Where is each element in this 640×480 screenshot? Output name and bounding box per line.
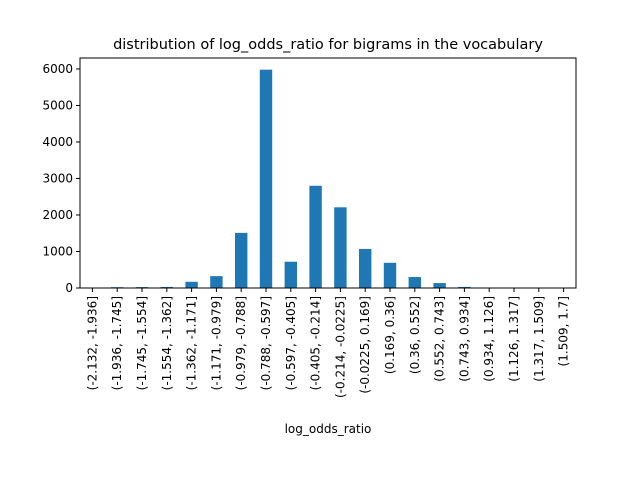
x-tick-label-11: (-0.0225, 0.169] [358, 296, 372, 394]
y-tick-label-0: 0 [65, 281, 73, 295]
x-tick-label-8: (-0.597, -0.405] [284, 296, 298, 390]
bar-15 [458, 286, 471, 288]
y-tick-label-5: 5000 [42, 98, 73, 112]
x-tick-label-13: (0.36, 0.552] [408, 296, 422, 374]
x-tick-label-7: (-0.788, -0.597] [259, 296, 273, 390]
x-tick-label-4: (-1.362, -1.171] [185, 296, 199, 390]
plot-frame [79, 57, 577, 289]
x-tick-label-5: (-1.171, -0.979] [209, 296, 223, 390]
x-axis: (-2.132, -1.936] (-1.936, -1.745] (-1.745,… [85, 288, 571, 398]
bar-8 [284, 261, 297, 288]
x-tick-label-1: (-1.936, -1.745] [110, 296, 124, 390]
bar-7 [259, 69, 273, 288]
bar-10 [334, 207, 347, 288]
bar-9 [309, 185, 322, 288]
x-tick-label-14: (0.552, 0.743] [433, 296, 447, 382]
x-tick-label-18: (1.317, 1.509] [532, 296, 546, 382]
bars-group [86, 69, 570, 288]
x-tick-label-9: (-0.405, -0.214] [309, 296, 323, 390]
bar-3 [160, 286, 173, 288]
y-tick-label-2: 2000 [42, 208, 73, 222]
y-tick-label-3: 3000 [42, 171, 73, 185]
bar-14 [433, 283, 446, 288]
x-tick-label-10: (-0.214, -0.0225] [333, 296, 347, 398]
x-tick-label-2: (-1.745, -1.554] [135, 296, 149, 390]
bar-4 [185, 281, 198, 288]
y-tick-label-4: 4000 [42, 135, 73, 149]
x-axis-label: log_odds_ratio [285, 422, 372, 436]
bar-5 [210, 276, 223, 288]
x-tick-label-17: (1.126, 1.317] [507, 296, 521, 382]
x-tick-label-19: (1.509, 1.7] [557, 296, 571, 366]
x-tick-label-12: (0.169, 0.36] [383, 296, 397, 374]
y-tick-label-6: 6000 [42, 62, 73, 76]
bar-13 [408, 277, 421, 288]
x-tick-label-3: (-1.554, -1.362] [160, 296, 174, 390]
x-tick-label-15: (0.743, 0.934] [457, 296, 471, 382]
x-tick-label-6: (-0.979, -0.788] [234, 296, 248, 390]
bar-11 [359, 248, 372, 288]
y-axis: 0 1000 2000 3000 4000 5000 6000 [42, 62, 80, 295]
chart-title: distribution of log_odds_ratio for bigra… [113, 37, 543, 53]
x-tick-label-16: (0.934, 1.126] [482, 296, 496, 382]
bar-12 [383, 262, 397, 288]
x-tick-label-0: (-2.132, -1.936] [85, 296, 99, 390]
y-tick-label-1: 1000 [42, 244, 73, 258]
bar-6 [235, 232, 248, 288]
